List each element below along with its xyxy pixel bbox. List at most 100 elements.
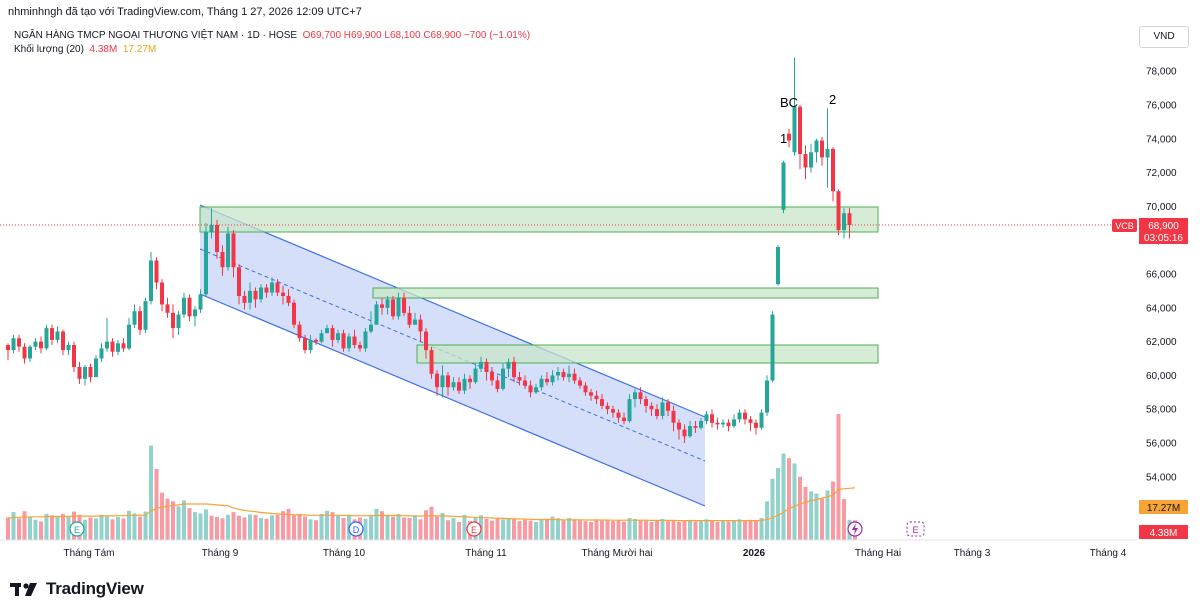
earnings-marker-upcoming[interactable]: E (906, 521, 925, 537)
volume-bar (99, 514, 104, 540)
volume-bar (556, 518, 560, 540)
candle (413, 312, 417, 325)
candle (347, 333, 351, 352)
candle (479, 356, 483, 372)
candle (567, 365, 571, 383)
candle (440, 365, 445, 398)
volume-bar (495, 518, 500, 540)
volume-bar (424, 510, 428, 540)
candle (677, 419, 681, 440)
candle (539, 375, 544, 391)
volume-bar (264, 518, 269, 541)
y-tick-label: 64,000 (1146, 303, 1177, 314)
brand-name[interactable]: TradingView (46, 579, 144, 598)
volume-bar (297, 513, 302, 540)
candle (358, 341, 362, 352)
volume-bar (842, 499, 846, 540)
channel-upper-line[interactable] (199, 204, 706, 418)
candle (605, 402, 610, 415)
volume-bar (413, 515, 417, 540)
volume-label[interactable]: Khối lượng (20) (14, 44, 84, 55)
time-axis[interactable]: Tháng Tám Tháng 9 Tháng 10 Tháng 11 Thán… (64, 548, 1127, 559)
currency-button[interactable]: VND (1139, 26, 1189, 48)
candle (83, 365, 87, 386)
candle (754, 419, 758, 435)
resistance-zone-bottom[interactable] (416, 344, 879, 364)
candle (105, 317, 109, 352)
volume-bar (374, 508, 379, 540)
volume-bar (231, 512, 236, 540)
resistance-zone-top[interactable] (199, 206, 879, 233)
volume-bar (809, 491, 813, 540)
candle (462, 373, 467, 394)
candle (314, 338, 318, 345)
price-axis[interactable]: 54,000 56,000 58,000 60,000 62,000 64,000 66,0… (1146, 67, 1177, 484)
volume-bar (6, 517, 10, 540)
volume-bar (666, 521, 670, 540)
candle (77, 361, 82, 384)
candle (561, 368, 566, 381)
candle (259, 284, 263, 303)
candle (281, 285, 285, 305)
high-value: H69,900 (343, 30, 382, 41)
volume-bar (17, 518, 21, 540)
earnings-marker-1[interactable]: E (69, 521, 85, 537)
volume-bar (726, 521, 731, 540)
volume-bar (611, 521, 615, 540)
candle (523, 375, 527, 389)
candle (770, 311, 775, 383)
candle (154, 257, 159, 290)
volume-bar (220, 518, 225, 540)
volume-bar (182, 500, 186, 540)
candle (451, 377, 456, 391)
x-tick-label: Tháng Mười hai (581, 548, 652, 559)
candle (226, 226, 230, 271)
volume-bar (165, 498, 170, 540)
volume-bar (457, 522, 461, 540)
volume-bar (446, 520, 450, 540)
volume-bar (116, 517, 120, 540)
lightning-icon[interactable] (847, 521, 863, 537)
resistance-zone-middle[interactable] (372, 287, 879, 299)
candle (209, 208, 214, 239)
candle (396, 292, 401, 320)
x-tick-label: Tháng 10 (323, 548, 366, 559)
tradingview-logo-icon[interactable] (10, 581, 40, 597)
volume-bar (154, 468, 159, 540)
candle (17, 334, 21, 352)
candle (649, 402, 654, 416)
volume-bar (314, 520, 318, 540)
volume-bar (319, 513, 324, 540)
candle (737, 409, 742, 423)
volume-bar (501, 519, 505, 540)
candle (776, 245, 780, 286)
volume-bar (600, 520, 604, 540)
attribution-text: nhminhngh đã tạo với TradingView.com, Th… (8, 6, 362, 18)
volume-bar (50, 515, 54, 541)
volume-bar (567, 518, 571, 541)
candle (127, 317, 131, 351)
dividend-marker[interactable]: D (348, 521, 364, 537)
earnings-marker-2[interactable]: E (466, 521, 482, 537)
candle (72, 341, 76, 372)
volume-bar (160, 492, 164, 541)
volume-bar (550, 516, 555, 540)
candle (176, 311, 181, 335)
candle (198, 289, 203, 313)
volume-bar (198, 513, 203, 541)
volume-bar (237, 515, 241, 540)
volume-bar (121, 518, 126, 540)
price-tag: VCB 68,900 03:05:16 (1112, 218, 1188, 244)
candle (572, 368, 577, 384)
price-tag-countdown: 03:05:16 (1144, 233, 1183, 244)
candle (682, 424, 687, 443)
y-tick-label: 72,000 (1146, 168, 1177, 179)
candle (798, 105, 802, 170)
volume-bar (187, 508, 192, 540)
symbol-name[interactable]: NGÂN HÀNG TMCP NGOẠI THƯƠNG VIỆT NAM · 1… (14, 30, 298, 41)
y-tick-label: 76,000 (1146, 101, 1177, 112)
volume-ma-line (7, 487, 856, 522)
candle (446, 372, 450, 396)
channel-lower-line[interactable] (199, 293, 706, 507)
